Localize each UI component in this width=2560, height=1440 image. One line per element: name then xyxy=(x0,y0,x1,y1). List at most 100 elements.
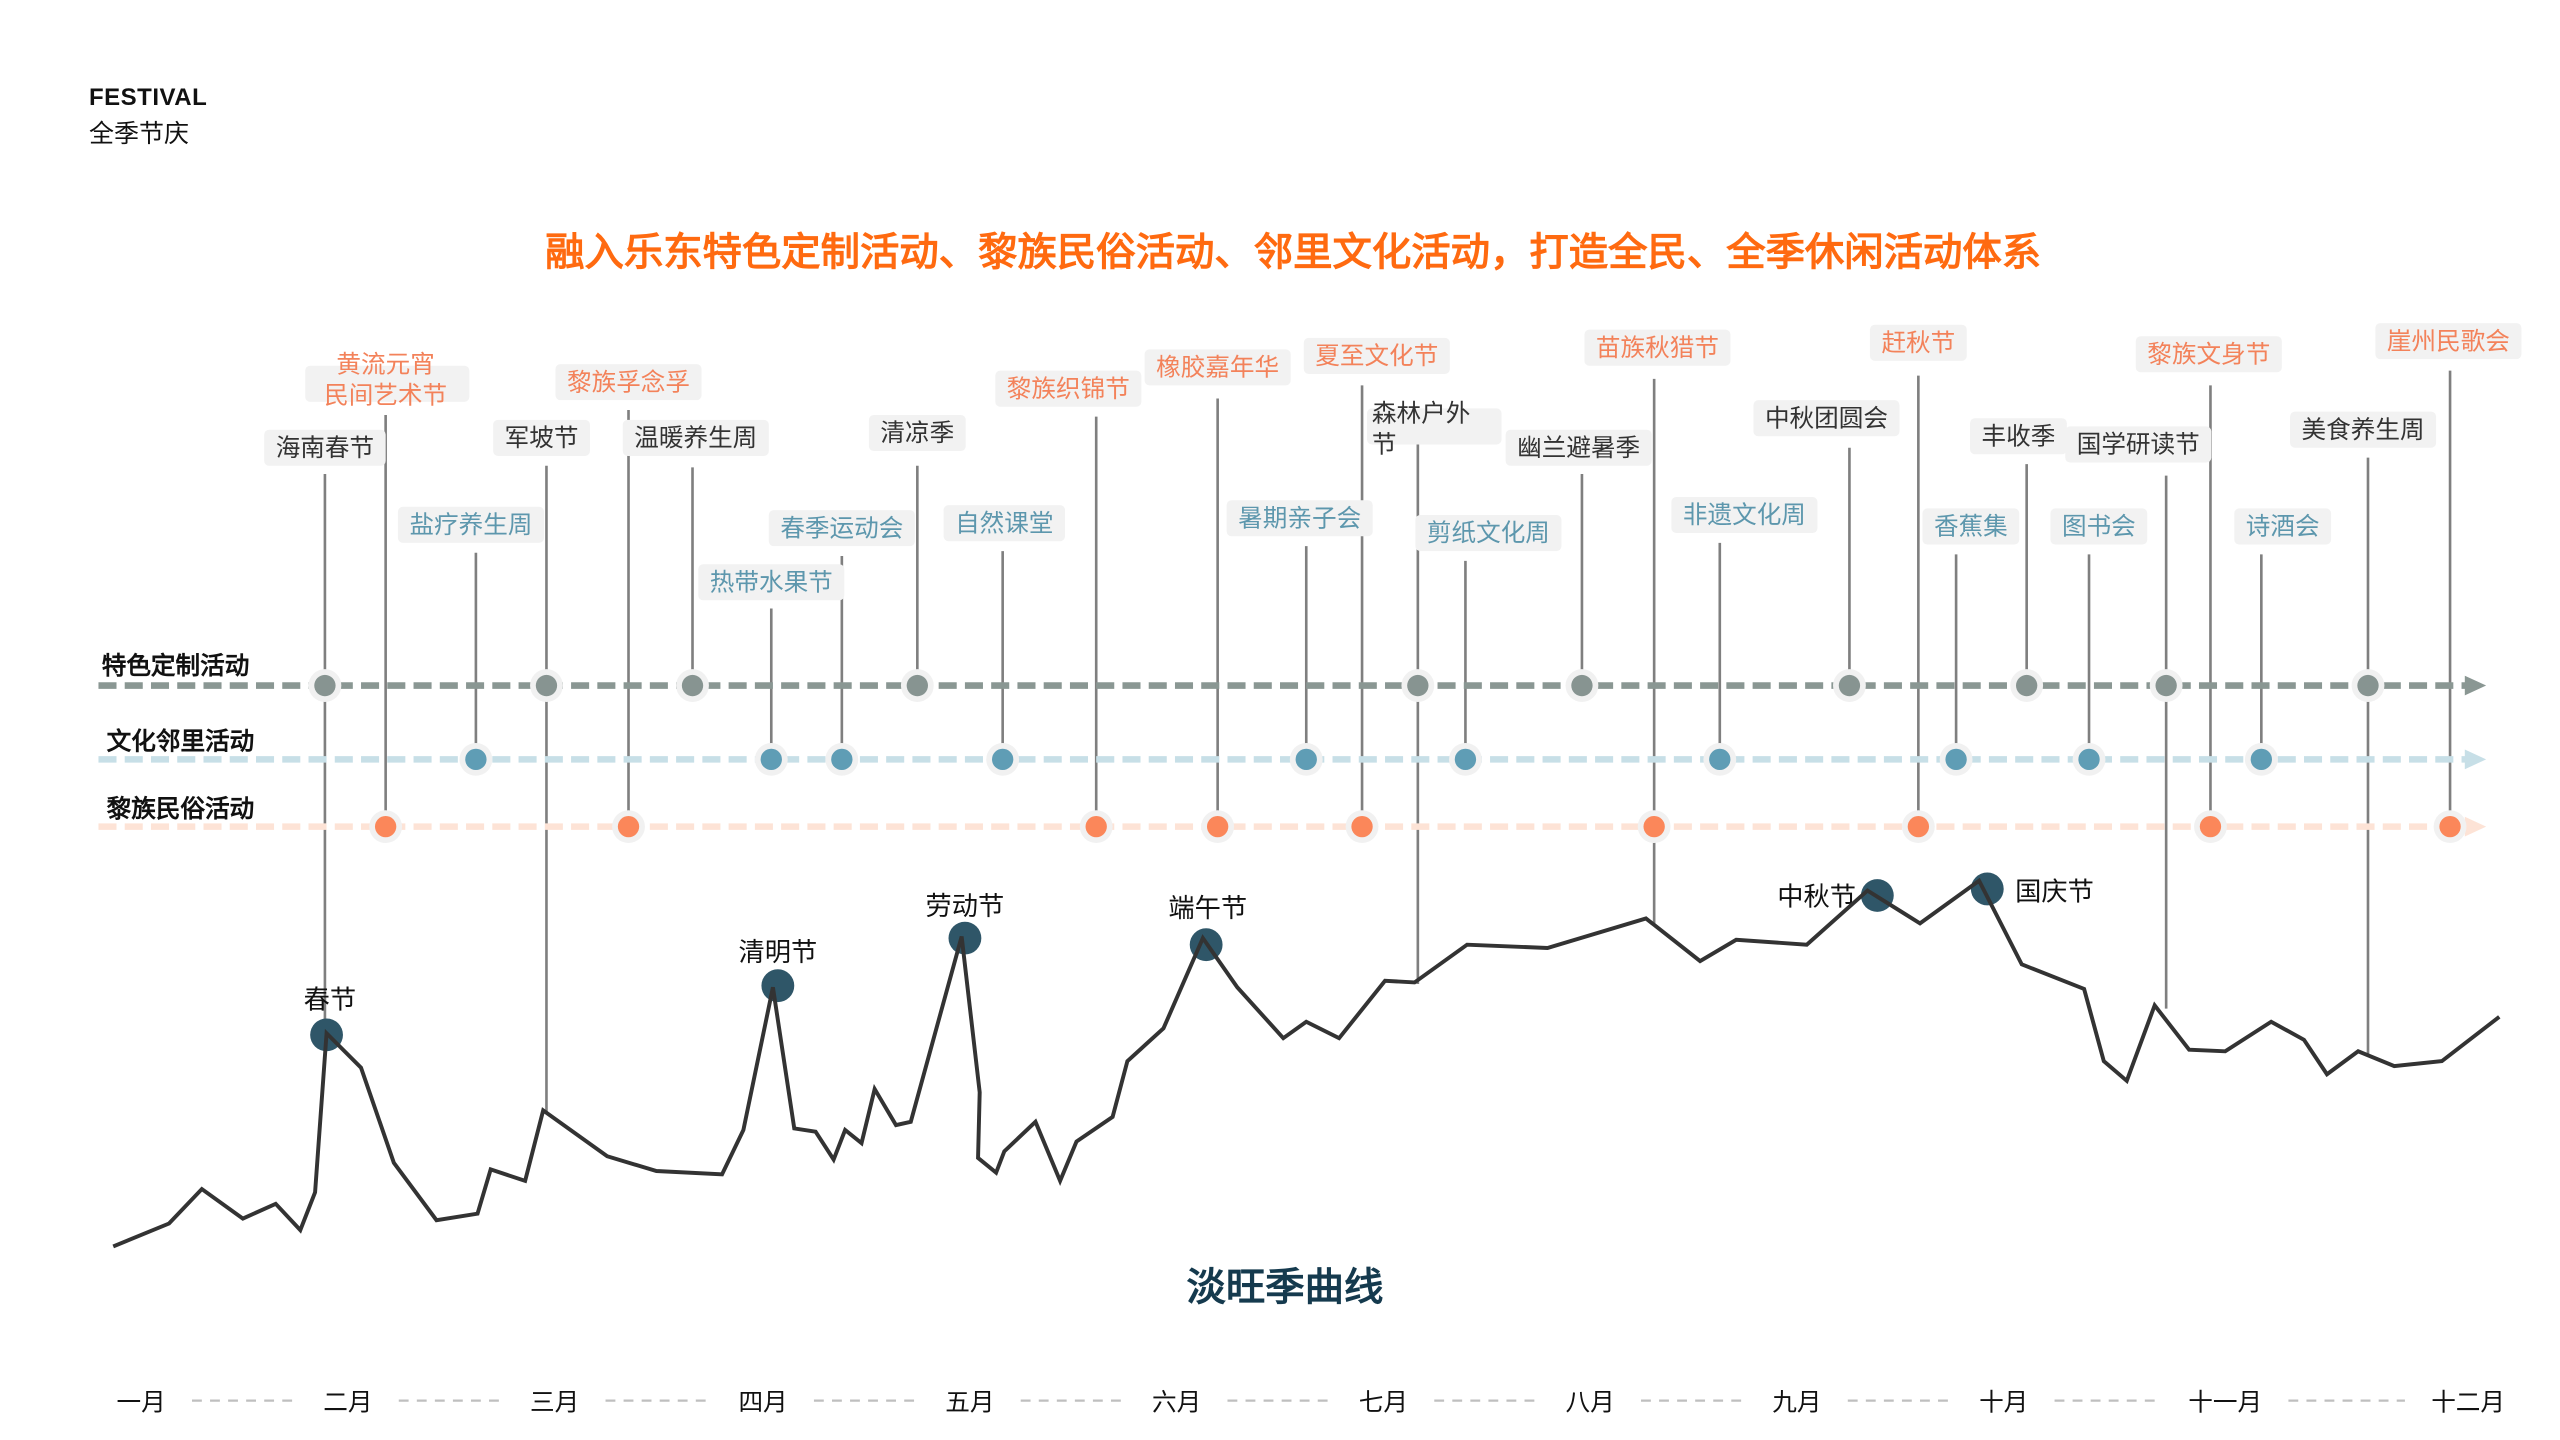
peak-dot[interactable] xyxy=(948,921,982,955)
event-dots xyxy=(308,669,2467,844)
event-label-culture[interactable]: 图书会 xyxy=(2050,508,2148,545)
event-label-culture[interactable]: 非遗文化周 xyxy=(1671,496,1818,534)
event-dot-custom[interactable] xyxy=(535,674,558,697)
peak-markers: 春节 清明节 劳动节 端午节 中秋节 国庆节 xyxy=(304,872,2094,1052)
event-dot-custom[interactable] xyxy=(314,674,336,697)
month-label: 五月 xyxy=(945,1387,994,1416)
event-dot-li[interactable] xyxy=(1907,815,1930,838)
event-label-text: 民间艺术节 xyxy=(324,380,447,409)
event-dot-custom[interactable] xyxy=(2016,674,2038,697)
event-label-text: 军坡节 xyxy=(505,423,579,452)
event-dot-culture[interactable] xyxy=(1709,748,1731,771)
event-label-li[interactable]: 崖州民歌会 xyxy=(2375,323,2522,360)
connector-lines xyxy=(323,370,2452,1112)
peak-label: 春节 xyxy=(304,986,356,1016)
event-dot-culture[interactable] xyxy=(465,748,487,771)
event-label-culture[interactable]: 暑期亲子会 xyxy=(1226,500,1373,537)
month-label: 十二月 xyxy=(2431,1387,2505,1416)
event-label-li[interactable]: 橡胶嘉年华 xyxy=(1144,349,1291,386)
event-label-text: 暑期亲子会 xyxy=(1238,503,1361,532)
event-dot-culture[interactable] xyxy=(992,748,1014,771)
event-dot-custom[interactable] xyxy=(1407,674,1429,697)
peak-dot[interactable] xyxy=(761,969,795,1003)
row-label-custom: 特色定制活动 xyxy=(102,651,250,680)
event-label-custom[interactable]: 国学研读节 xyxy=(2065,426,2212,463)
event-label-text: 非遗文化周 xyxy=(1683,500,1806,529)
event-dot-custom[interactable] xyxy=(2357,674,2379,697)
event-label-custom[interactable]: 清凉季 xyxy=(868,414,966,452)
event-label-custom[interactable]: 中秋团圆会 xyxy=(1753,400,1900,437)
month-label: 八月 xyxy=(1566,1387,1615,1416)
event-dot-li[interactable] xyxy=(1351,815,1373,838)
event-dot-culture[interactable] xyxy=(760,748,782,771)
event-label-text: 盐疗养生周 xyxy=(409,510,532,539)
event-label-text: 国学研读节 xyxy=(2077,430,2200,459)
event-dot-custom[interactable] xyxy=(681,674,704,697)
event-label-culture[interactable]: 盐疗养生周 xyxy=(397,506,544,543)
event-label-li[interactable]: 黎族孚念孚 xyxy=(555,364,702,401)
event-dot-li[interactable] xyxy=(2199,815,2222,838)
event-label-text: 春季运动会 xyxy=(780,513,903,542)
section-title-cn: 全季节庆 xyxy=(89,119,190,148)
event-label-text: 苗族秋猎节 xyxy=(1596,333,1719,362)
arrow-li-icon xyxy=(2464,816,2487,837)
event-dot-li[interactable] xyxy=(1085,815,1107,838)
event-label-text: 剪纸文化周 xyxy=(1427,518,1550,547)
event-label-culture[interactable]: 春季运动会 xyxy=(768,510,915,547)
event-dot-culture[interactable] xyxy=(2250,748,2272,771)
event-label-custom[interactable]: 丰收季 xyxy=(1970,418,2067,455)
peak-label: 中秋节 xyxy=(1777,882,1856,912)
event-dot-li[interactable] xyxy=(374,815,397,838)
event-dot-culture[interactable] xyxy=(1295,748,1317,771)
event-label-text: 崖州民歌会 xyxy=(2387,326,2510,355)
event-label-text: 诗酒会 xyxy=(2246,512,2320,541)
event-dot-li[interactable] xyxy=(617,815,640,838)
event-label-li[interactable]: 苗族秋猎节 xyxy=(1584,329,1731,366)
month-label: 一月 xyxy=(117,1387,166,1416)
event-label-text: 温暖养生周 xyxy=(634,423,757,452)
event-label-custom[interactable]: 海南春节 xyxy=(264,429,386,466)
event-dot-li[interactable] xyxy=(1206,815,1229,838)
event-label-li[interactable]: 黎族文身节 xyxy=(2135,336,2282,373)
event-dot-custom[interactable] xyxy=(1571,674,1593,697)
month-label: 九月 xyxy=(1772,1387,1821,1416)
event-label-text: 热带水果节 xyxy=(710,567,833,596)
event-label-custom[interactable]: 幽兰避暑季 xyxy=(1505,429,1652,466)
event-dot-culture[interactable] xyxy=(831,748,853,771)
event-label-custom[interactable]: 温暖养生周 xyxy=(622,419,769,456)
event-label-li[interactable]: 赶秋节 xyxy=(1869,324,1967,361)
event-label-text: 橡胶嘉年华 xyxy=(1156,353,1279,382)
event-dot-custom[interactable] xyxy=(906,674,928,697)
event-label-text: 中秋团圆会 xyxy=(1765,403,1888,432)
event-label-text: 森林户外 xyxy=(1372,399,1470,428)
event-label-text: 海南春节 xyxy=(276,433,374,462)
section-title-en: FESTIVAL xyxy=(89,84,208,111)
event-label-custom[interactable]: 美食养生周 xyxy=(2290,411,2437,448)
event-label-li[interactable]: 黎族织锦节 xyxy=(995,370,1142,407)
event-label-culture[interactable]: 诗酒会 xyxy=(2234,508,2332,545)
event-label-culture[interactable]: 热带水果节 xyxy=(698,564,845,601)
month-label: 七月 xyxy=(1359,1387,1408,1416)
event-dot-li[interactable] xyxy=(2439,815,2461,838)
event-dot-culture[interactable] xyxy=(2078,748,2100,771)
event-label-culture[interactable]: 剪纸文化周 xyxy=(1415,514,1562,552)
event-dot-li[interactable] xyxy=(1643,815,1665,838)
event-label-custom[interactable]: 军坡节 xyxy=(493,419,590,456)
month-label: 四月 xyxy=(738,1387,787,1416)
peak-label: 劳动节 xyxy=(926,892,1005,922)
event-dot-custom[interactable] xyxy=(1838,674,1861,697)
event-label-li[interactable]: 夏至文化节 xyxy=(1303,337,1450,374)
row-label-li: 黎族民俗活动 xyxy=(107,794,255,823)
event-dot-culture[interactable] xyxy=(1454,748,1477,771)
event-dot-culture[interactable] xyxy=(1945,748,1967,771)
event-label-text: 清凉季 xyxy=(880,418,954,447)
event-label-culture[interactable]: 自然课堂 xyxy=(943,505,1066,542)
event-label-culture[interactable]: 香蕉集 xyxy=(1922,508,2020,545)
month-axis: 一月 二月 三月 四月 五月 六月 七月 八月 九月 十月 十一月 十二月 xyxy=(117,1387,2505,1416)
event-label-text: 黎族文身节 xyxy=(2147,339,2270,368)
event-dot-custom[interactable] xyxy=(2155,674,2177,697)
